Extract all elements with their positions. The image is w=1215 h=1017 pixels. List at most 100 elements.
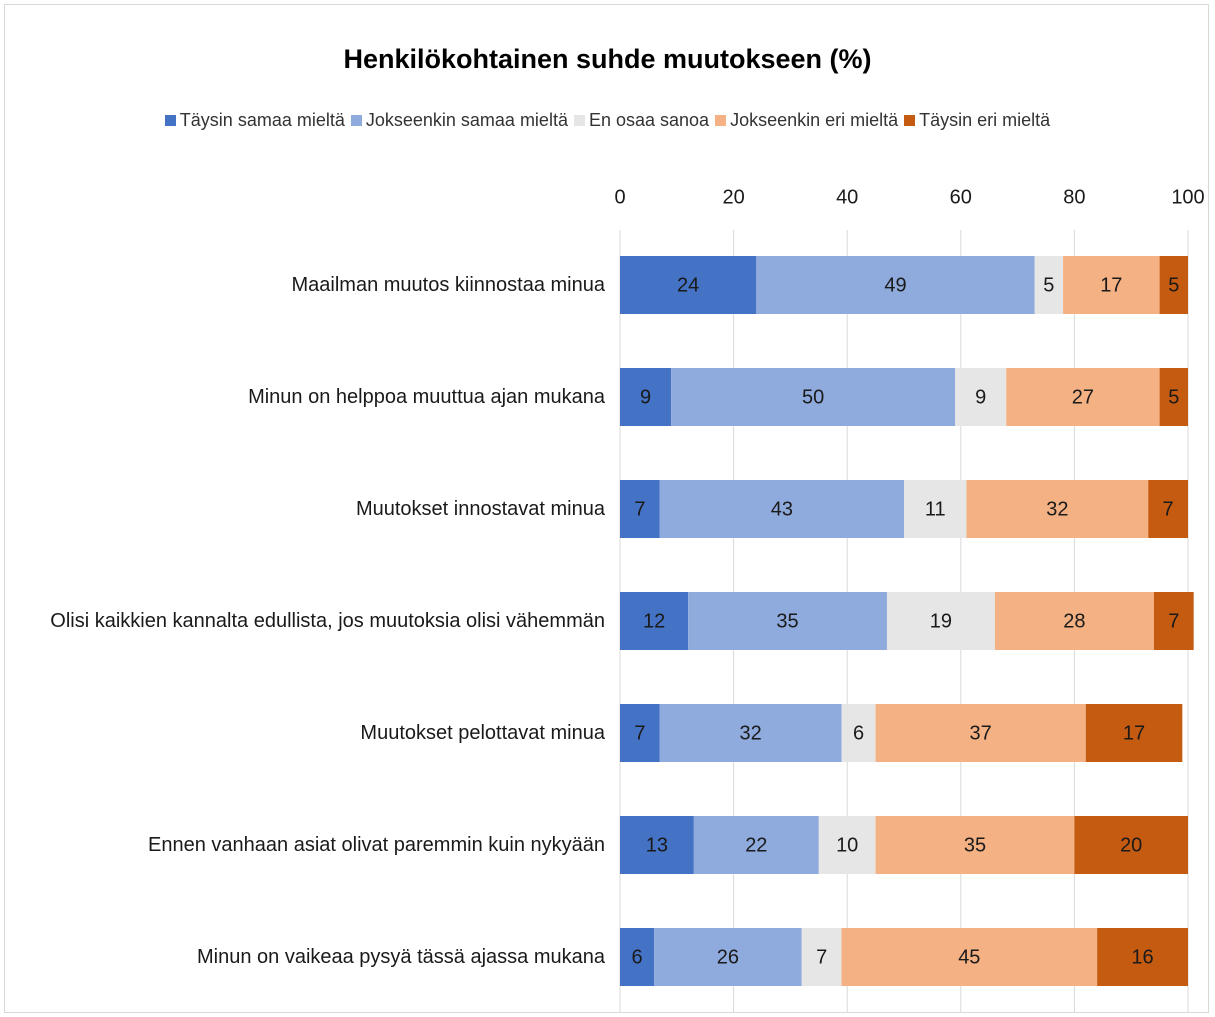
bar-segment	[688, 592, 887, 650]
data-label: 7	[634, 722, 645, 744]
data-label: 7	[816, 946, 827, 968]
bar-segment	[620, 592, 689, 650]
bar-segment	[659, 704, 842, 762]
data-label: 24	[677, 274, 699, 296]
x-tick-label: 80	[1063, 186, 1085, 208]
bar-segment	[620, 368, 672, 426]
bar-segment	[654, 928, 802, 986]
legend-swatch	[350, 115, 362, 126]
legend-item: Täysin eri mieltä	[904, 110, 1050, 131]
bar-segment	[756, 256, 1035, 314]
legend-label: En osaa sanoa	[588, 110, 710, 130]
data-label: 10	[836, 834, 858, 856]
category-label: Olisi kaikkien kannalta edullista, jos m…	[50, 610, 605, 632]
data-label: 35	[964, 834, 986, 856]
bar-segment	[671, 368, 956, 426]
legend-label: Jokseenkin samaa mieltä	[365, 110, 568, 130]
x-tick-label: 40	[836, 186, 858, 208]
bar-segment	[620, 480, 660, 538]
x-tick-label: 20	[722, 186, 744, 208]
bar-segment	[1034, 256, 1064, 314]
legend-item: En osaa sanoa	[573, 110, 710, 131]
category-label: Minun on vaikeaa pysyä tässä ajassa muka…	[196, 946, 605, 968]
legend-label: Täysin samaa mieltä	[179, 110, 345, 130]
data-label: 43	[771, 498, 793, 520]
data-label: 11	[925, 498, 946, 520]
bar-segment	[620, 928, 655, 986]
bar-segment	[1148, 480, 1188, 538]
bar-segment	[1063, 256, 1160, 314]
category-label: Minun on helppoa muuttua ajan mukana	[248, 386, 605, 408]
legend-swatch	[715, 115, 727, 126]
category-label: Ennen vanhaan asiat olivat paremmin kuin…	[148, 834, 605, 856]
data-label: 9	[975, 386, 986, 408]
data-label: 49	[884, 274, 906, 296]
legend-item: Jokseenkin eri mieltä	[715, 110, 898, 131]
bar-segment	[659, 480, 904, 538]
legend-label: Jokseenkin eri mieltä	[730, 110, 899, 130]
bar-segment	[875, 704, 1086, 762]
bar-segment	[841, 928, 1098, 986]
chart-border	[4, 4, 1209, 1013]
bar-segment	[818, 816, 876, 874]
data-label: 19	[930, 610, 952, 632]
bar-segment	[966, 480, 1149, 538]
category-label: Maailman muutos kiinnostaa minua	[291, 274, 606, 296]
data-label: 22	[745, 834, 767, 856]
data-label: 28	[1063, 610, 1085, 632]
x-tick-label: 60	[950, 186, 972, 208]
legend-label: Täysin eri mieltä	[919, 110, 1051, 130]
bar-segment	[886, 592, 995, 650]
data-label: 5	[1043, 274, 1054, 296]
data-label: 32	[740, 722, 762, 744]
data-label: 6	[631, 946, 642, 968]
data-label: 7	[1168, 610, 1179, 632]
chart-title: Henkilökohtainen suhde muutokseen (%)	[343, 44, 872, 74]
data-label: 26	[717, 946, 739, 968]
bar-segment	[1074, 816, 1188, 874]
data-label: 17	[1100, 274, 1122, 296]
data-label: 5	[1168, 274, 1179, 296]
bar-segment	[994, 592, 1154, 650]
bar-segment	[693, 816, 819, 874]
data-label: 17	[1123, 722, 1145, 744]
data-label: 20	[1120, 834, 1142, 856]
bar-segment	[1153, 592, 1194, 650]
bar-segment	[620, 816, 694, 874]
data-label: 50	[802, 386, 824, 408]
bar-segment	[620, 256, 757, 314]
data-label: 45	[958, 946, 980, 968]
bar-segment	[875, 816, 1075, 874]
data-label: 12	[643, 610, 665, 632]
data-label: 9	[640, 386, 651, 408]
bar-segment	[620, 704, 660, 762]
data-label: 35	[776, 610, 798, 632]
x-tick-label: 0	[614, 186, 625, 208]
data-label: 32	[1046, 498, 1068, 520]
bar-segment	[1085, 704, 1183, 762]
data-label: 27	[1072, 386, 1094, 408]
bar-segment	[1097, 928, 1188, 986]
x-tick-label: 100	[1171, 186, 1204, 208]
legend: Täysin samaa mieltä Jokseenkin samaa miel…	[0, 110, 1215, 131]
data-label: 5	[1168, 386, 1179, 408]
data-label: 6	[853, 722, 864, 744]
legend-swatch	[904, 115, 916, 126]
data-label: 37	[970, 722, 992, 744]
legend-item: Täysin samaa mieltä	[164, 110, 345, 131]
legend-swatch	[573, 115, 585, 126]
data-label: 16	[1131, 946, 1153, 968]
bar-segment	[955, 368, 1007, 426]
category-label: Muutokset innostavat minua	[355, 498, 605, 520]
data-label: 13	[646, 834, 668, 856]
bar-segment	[1006, 368, 1160, 426]
bar-segment	[841, 704, 876, 762]
legend-swatch	[164, 115, 176, 126]
bar-segment	[801, 928, 842, 986]
bar-segment	[1159, 368, 1188, 426]
data-label: 7	[1163, 498, 1174, 520]
legend-item: Jokseenkin samaa mieltä	[350, 110, 568, 131]
data-label: 7	[634, 498, 645, 520]
